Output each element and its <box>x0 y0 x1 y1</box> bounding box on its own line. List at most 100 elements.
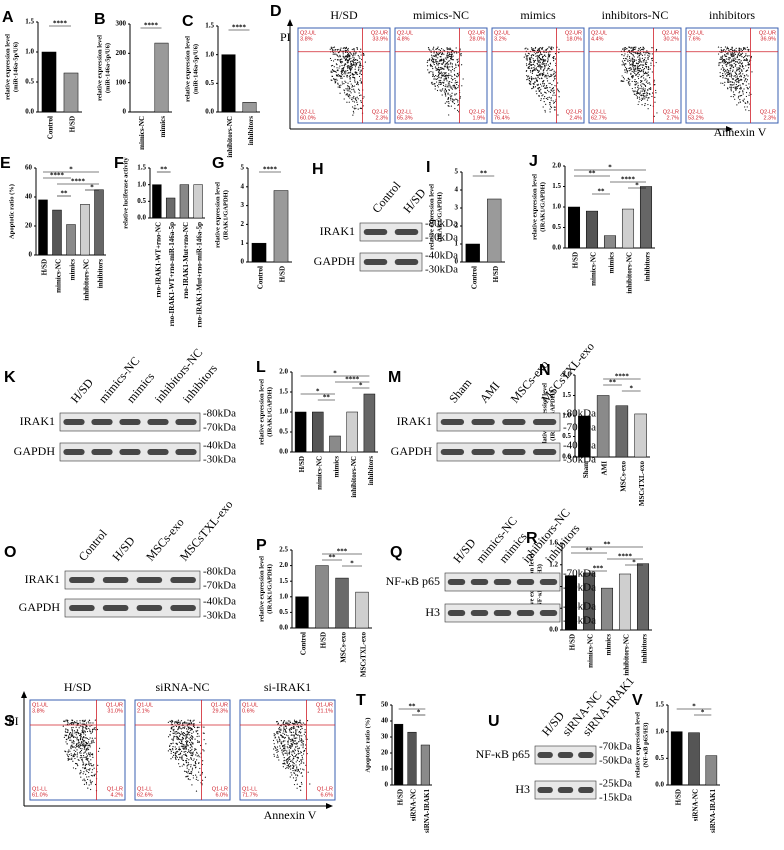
event-dot <box>554 109 556 111</box>
event-dot <box>301 741 303 744</box>
event-dot <box>85 783 88 785</box>
panel-letter: G <box>212 155 224 172</box>
event-dot <box>74 757 76 760</box>
event-dot <box>336 74 338 77</box>
event-dot <box>532 58 534 60</box>
bar <box>394 723 404 786</box>
event-dot <box>735 76 737 78</box>
event-dot <box>728 73 730 76</box>
event-dot <box>191 741 193 743</box>
event-dot <box>353 107 355 109</box>
event-dot <box>457 60 459 62</box>
event-dot <box>532 48 534 50</box>
event-dot <box>725 55 728 57</box>
event-dot <box>295 730 297 732</box>
event-dot <box>198 726 200 728</box>
event-dot <box>79 757 81 759</box>
event-dot <box>82 726 84 728</box>
event-dot <box>291 753 293 755</box>
event-dot <box>357 88 360 90</box>
event-dot <box>287 740 289 742</box>
event-dot <box>75 743 78 745</box>
event-dot <box>452 78 454 80</box>
event-dot <box>554 100 557 102</box>
event-dot <box>273 735 275 737</box>
event-dot <box>294 737 296 740</box>
band <box>578 752 594 758</box>
quadrant-name: Q2-UR <box>759 30 776 36</box>
quadrant-name: Q1-LR <box>317 786 333 792</box>
event-dot <box>287 743 289 745</box>
quadrant-value: 62.6% <box>137 792 153 798</box>
event-dot <box>294 727 296 729</box>
y-tick-label: 100 <box>116 78 127 86</box>
bar <box>564 575 578 631</box>
event-dot <box>439 62 441 65</box>
event-dot <box>350 57 352 59</box>
event-dot <box>731 84 733 86</box>
event-dot <box>528 53 530 55</box>
event-dot <box>541 48 543 51</box>
event-dot <box>531 54 533 56</box>
event-dot <box>192 725 195 727</box>
event-dot <box>651 57 653 60</box>
event-dot <box>284 731 286 733</box>
event-dot <box>542 83 544 85</box>
event-dot <box>430 50 432 52</box>
event-dot <box>276 751 278 753</box>
event-dot <box>636 62 638 65</box>
event-dot <box>449 66 451 68</box>
event-dot <box>723 48 725 51</box>
event-dot <box>174 731 176 733</box>
x-tick-label: inhibitors-NC <box>350 456 358 498</box>
event-dot <box>629 79 631 81</box>
significance-label: * <box>69 166 73 174</box>
event-dot <box>734 74 736 77</box>
event-dot <box>747 64 749 66</box>
event-dot <box>739 95 741 97</box>
plot-frame <box>134 699 231 801</box>
significance-label: * <box>90 184 94 192</box>
event-dot <box>528 59 531 61</box>
band <box>394 229 419 235</box>
event-dot <box>296 721 298 723</box>
event-dot <box>438 52 440 54</box>
event-dot <box>449 60 451 62</box>
y-tick-label: 1.6 <box>549 539 558 547</box>
event-dot <box>78 752 81 754</box>
event-dot <box>736 61 738 63</box>
event-dot <box>550 106 553 109</box>
event-dot <box>723 71 726 73</box>
event-dot <box>622 76 625 78</box>
y-axis-label: relative expression level <box>214 182 221 248</box>
lane-label: Control <box>76 526 111 564</box>
event-dot <box>639 92 641 94</box>
event-dot <box>649 68 651 70</box>
event-dot <box>81 725 83 727</box>
quadrant-value: 61.0% <box>32 792 48 798</box>
event-dot <box>188 763 190 766</box>
event-dot <box>644 57 646 59</box>
band <box>363 229 388 235</box>
event-dot <box>530 64 532 66</box>
event-dot <box>738 80 740 82</box>
event-dot <box>71 757 73 759</box>
event-dot <box>638 74 640 76</box>
event-dot <box>543 72 545 74</box>
event-dot <box>284 752 286 754</box>
event-dot <box>174 756 176 759</box>
event-dot <box>179 734 181 736</box>
event-dot <box>296 723 298 725</box>
x-tick-label: AMI <box>601 461 609 476</box>
event-dot <box>189 736 192 738</box>
event-dot <box>444 94 447 96</box>
event-dot <box>718 63 720 65</box>
event-dot <box>349 54 351 56</box>
bar <box>80 204 90 256</box>
event-dot <box>172 740 174 742</box>
x-tick-label: mimics <box>608 252 616 274</box>
event-dot <box>84 731 87 733</box>
event-dot <box>347 95 349 97</box>
event-dot <box>199 767 201 770</box>
event-dot <box>459 53 461 55</box>
